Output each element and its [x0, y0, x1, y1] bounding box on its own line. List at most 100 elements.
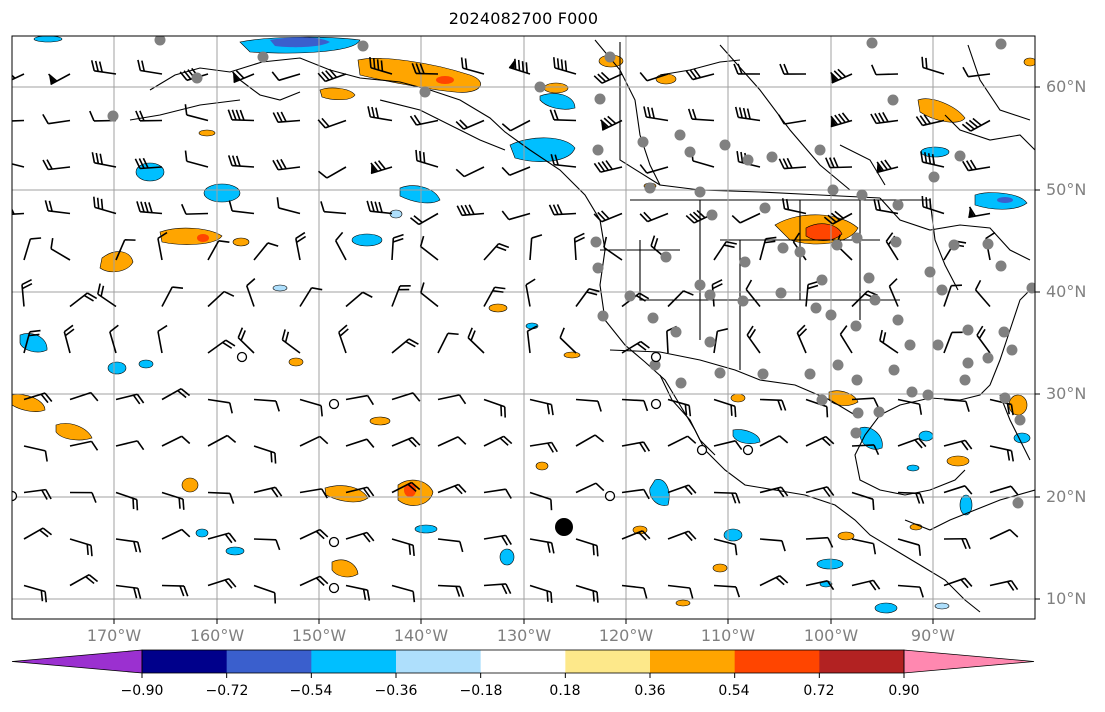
wind-barb: [989, 485, 1019, 496]
wind-barb: [272, 111, 301, 124]
wind-barb: [897, 491, 925, 504]
colorbar-cell: [565, 650, 651, 673]
station-marker: [757, 368, 769, 380]
wind-barb: [805, 536, 834, 548]
wind-barb: [23, 488, 52, 500]
wind-barb: [529, 538, 555, 554]
wind-barb: [299, 398, 323, 417]
wind-barb: [437, 538, 464, 553]
wind-barb: [943, 284, 963, 307]
colorbar-tick-label: 0.36: [634, 683, 666, 699]
wind-barb: [746, 325, 761, 354]
wind-barb: [415, 149, 439, 168]
wind-barb: [207, 434, 237, 447]
station-marker: [674, 129, 686, 141]
wind-barb: [437, 332, 459, 354]
wind-barb: [575, 287, 600, 307]
wind-barb: [253, 398, 280, 412]
wind-barb: [42, 159, 71, 171]
wind-barb: [575, 434, 605, 447]
wind-barb: [345, 291, 373, 308]
wind-barb: [437, 584, 465, 598]
wind-barb: [207, 398, 233, 414]
wind-barb: [437, 483, 467, 495]
wind-barb: [593, 210, 623, 223]
wind-barb: [573, 232, 585, 261]
colorbar-tick-label: −0.90: [120, 683, 164, 699]
wind-barb: [643, 106, 669, 122]
wind-barb: [962, 66, 991, 78]
wind-barb: [69, 292, 98, 308]
wind-barb: [180, 203, 209, 215]
station-marker: [814, 144, 826, 156]
wind-barb: [713, 240, 737, 261]
wind-barb: [943, 439, 973, 451]
shaded-contours: [12, 36, 1035, 614]
station-marker: [794, 246, 806, 258]
wind-barb: [42, 113, 71, 125]
wind-barb: [23, 445, 48, 462]
wind-barbs: [12, 56, 1019, 604]
wind-barb: [759, 435, 789, 447]
station-marker: [962, 357, 974, 369]
wind-barb: [161, 491, 185, 510]
wind-barb: [232, 69, 255, 84]
wind-barb: [50, 238, 71, 261]
station-marker: [604, 51, 616, 63]
station-marker: [982, 238, 994, 250]
colorbar-cell: [650, 650, 736, 673]
graticule: [12, 36, 1035, 619]
wind-barb: [639, 164, 669, 174]
colorbar-cell: [480, 650, 566, 673]
wind-barb: [456, 204, 485, 217]
colorbar-max-extend: [903, 649, 1035, 674]
wind-barb: [207, 339, 236, 354]
wind-barb: [805, 486, 835, 498]
wind-barb: [830, 68, 853, 84]
station-marker: [759, 202, 771, 214]
wind-barb: [731, 212, 761, 224]
wind-barb: [63, 324, 75, 354]
station-marker: [1012, 497, 1024, 509]
lon-label: 100°W: [803, 626, 859, 645]
station-marker: [804, 368, 816, 380]
wind-barb: [455, 166, 485, 178]
open-circle-markers: [12, 351, 754, 594]
wind-barb: [69, 391, 99, 402]
wind-barb: [12, 203, 25, 216]
wind-barb: [550, 154, 577, 168]
wind-barb: [391, 436, 421, 448]
colorbar-tick-label: 0.54: [718, 683, 750, 699]
wind-barb: [805, 435, 835, 447]
wind-barb: [529, 441, 558, 453]
lon-label: 130°W: [496, 626, 552, 645]
station-marker: [856, 189, 868, 201]
wind-barb: [253, 538, 281, 551]
station-marker: [419, 86, 431, 98]
wind-barb: [976, 325, 991, 354]
station-marker: [624, 290, 636, 302]
wind-barb: [207, 532, 237, 544]
station-marker: [904, 339, 916, 351]
wind-barb: [23, 584, 48, 603]
wind-barb: [161, 435, 191, 447]
colorbar-tick-label: −0.54: [289, 683, 333, 699]
wind-barb: [667, 484, 697, 496]
wind-barb: [529, 584, 553, 603]
wind-barb: [483, 488, 512, 499]
wind-barb: [667, 435, 697, 447]
lat-label: 10°N: [1046, 589, 1087, 608]
station-marker: [890, 236, 902, 248]
colorbar-cell: [226, 650, 312, 673]
wind-barb: [334, 231, 347, 261]
wind-barb: [759, 236, 777, 261]
station-marker: [694, 186, 706, 198]
wind-barb: [23, 527, 53, 540]
colorbar-cell: [142, 650, 228, 673]
wind-barb: [897, 437, 927, 449]
wind-barb: [559, 327, 577, 354]
station-marker: [534, 81, 546, 93]
station-marker: [850, 427, 862, 439]
wind-barb: [391, 338, 419, 354]
wind-barb: [411, 63, 439, 75]
